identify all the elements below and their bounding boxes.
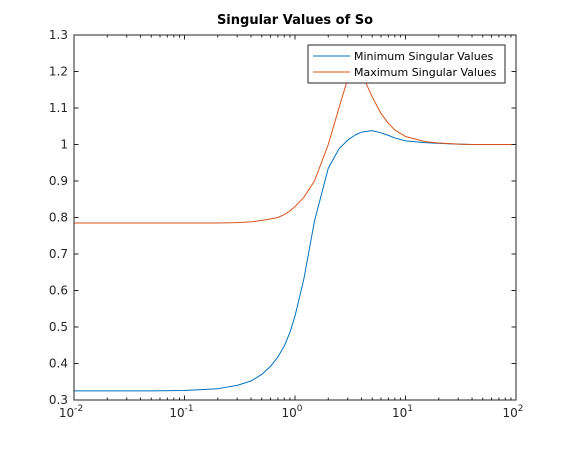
y-tick-label: 1.2 — [49, 65, 68, 79]
series-line-2 — [74, 65, 516, 224]
x-tick-label-base: 10 — [59, 406, 74, 420]
x-tick-label-base: 10 — [502, 406, 517, 420]
y-tick-label: 0.4 — [49, 357, 68, 371]
y-tick-label: 0.3 — [49, 393, 68, 407]
x-tick-label: 102 — [502, 404, 523, 420]
x-tick-label: 10-1 — [169, 404, 193, 420]
legend-label-1: Minimum Singular Values — [354, 50, 493, 63]
y-tick-label: 1.1 — [49, 101, 68, 115]
y-tick-label: 1.3 — [49, 28, 68, 42]
x-tick-label-base: 10 — [169, 406, 184, 420]
chart-title: Singular Values of So — [217, 13, 373, 28]
x-tick-label-exp: -2 — [74, 404, 83, 414]
y-tick-label: 0.5 — [49, 320, 68, 334]
legend: Minimum Singular Values Maximum Singular … — [307, 44, 506, 84]
x-tick-label-exp: 2 — [518, 404, 524, 414]
x-tick-label-exp: -1 — [185, 404, 194, 414]
y-tick-label: 1 — [60, 138, 68, 152]
x-tick-label-base: 10 — [281, 406, 296, 420]
legend-box — [307, 44, 506, 84]
y-tick-label: 0.9 — [49, 174, 68, 188]
axes-box — [73, 34, 517, 401]
x-tick-label-exp: 1 — [407, 404, 413, 414]
plot-area — [74, 35, 516, 400]
y-tick-label: 0.6 — [49, 284, 68, 298]
lines-layer — [74, 65, 516, 392]
x-tick-label: 10-2 — [59, 404, 83, 420]
legend-label-2: Maximum Singular Values — [354, 66, 497, 79]
x-tick-label: 100 — [281, 404, 302, 420]
x-tick-label: 101 — [392, 404, 413, 420]
y-tick-label: 0.8 — [49, 211, 68, 225]
x-tick-label-exp: 0 — [297, 404, 303, 414]
x-tick-label-base: 10 — [392, 406, 407, 420]
y-tick-label: 0.7 — [49, 247, 68, 261]
